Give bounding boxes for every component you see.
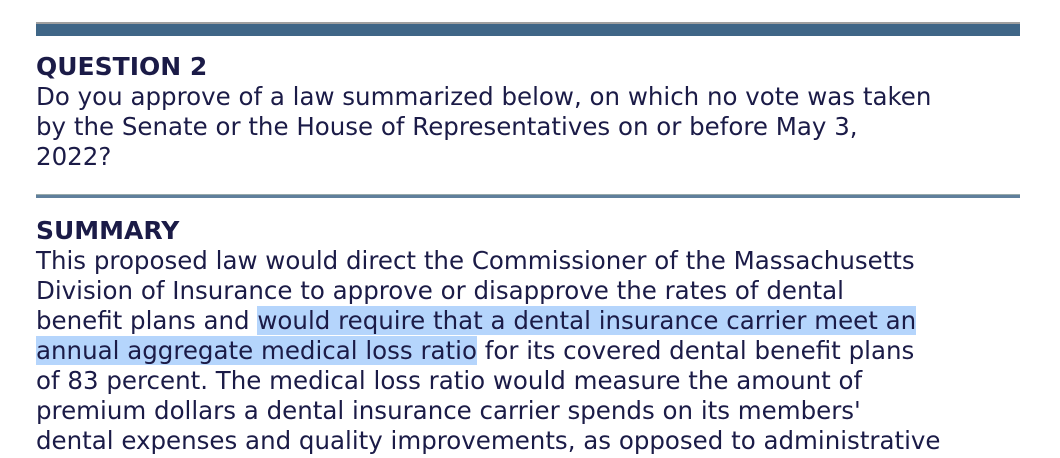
summary-section: SUMMARY This proposed law would direct t… [36,216,941,456]
summary-line: of 83 percent. The medical loss ratio wo… [36,366,863,395]
summary-line: dental expenses and quality improvements… [36,426,941,455]
question-line: 2022? [36,142,112,171]
selected-text[interactable]: would require that a dental insurance ca… [257,306,917,335]
question-line: Do you approve of a law summarized below… [36,82,932,111]
question-heading: QUESTION 2 [36,52,208,81]
summary-line: This proposed law would direct the Commi… [36,246,915,275]
summary-text: benefit plans and [36,306,258,335]
summary-text: for its covered dental benefit plans [476,336,915,365]
summary-line: premium dollars a dental insurance carri… [36,396,861,425]
selected-text[interactable]: annual aggregate medical loss ratio [36,336,477,365]
question-section: QUESTION 2 Do you approve of a law summa… [36,52,931,172]
header-bar [36,22,1020,36]
summary-line: Division of Insurance to approve or disa… [36,276,844,305]
summary-heading: SUMMARY [36,216,180,245]
question-line: by the Senate or the House of Representa… [36,112,858,141]
summary-line: benefit plans and would require that a d… [36,306,941,336]
summary-line: annual aggregate medical loss ratio for … [36,336,941,366]
section-divider [36,194,1020,198]
